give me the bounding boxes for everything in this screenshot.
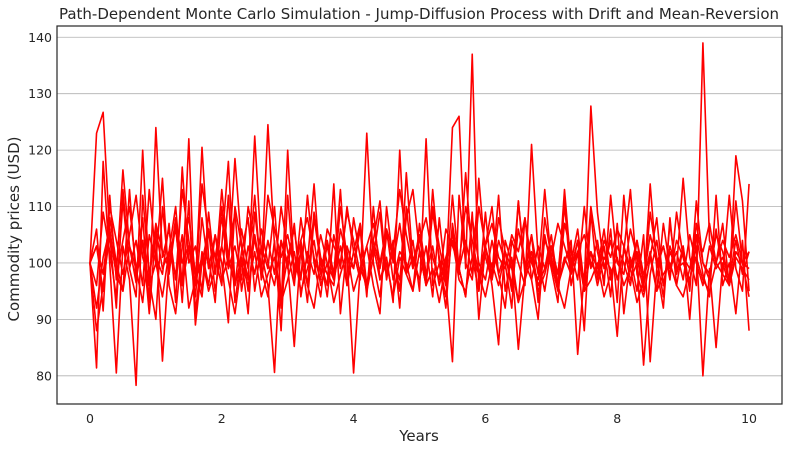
y-tick-label: 140	[28, 30, 52, 45]
plot-frame	[56, 25, 783, 405]
series-lines	[89, 42, 750, 387]
grid-lines	[57, 36, 782, 377]
y-axis-label: Commodity prices (USD)	[5, 137, 23, 322]
x-tick-label: 6	[481, 411, 489, 426]
x-tick-label: 8	[613, 411, 621, 426]
x-tick-label: 4	[350, 411, 358, 426]
y-tick-label: 80	[36, 368, 52, 383]
x-tick-label: 2	[218, 411, 226, 426]
y-tick-label: 110	[28, 199, 52, 214]
y-tick-label: 90	[36, 312, 52, 327]
axis-ticks: 80 90 100 110 120 130 140 0 2 4 6 8 10	[28, 30, 757, 426]
x-tick-label: 10	[741, 411, 757, 426]
series-line-8	[89, 188, 750, 315]
series-line-1	[89, 42, 750, 309]
series-line-7	[89, 166, 750, 304]
y-tick-label: 130	[28, 86, 52, 101]
y-tick-label: 120	[28, 143, 52, 158]
x-tick-label: 0	[86, 411, 94, 426]
chart-title: Path-Dependent Monte Carlo Simulation - …	[59, 5, 779, 23]
y-tick-label: 100	[28, 255, 52, 270]
x-axis-label: Years	[398, 427, 439, 445]
series-line-4	[89, 228, 750, 315]
